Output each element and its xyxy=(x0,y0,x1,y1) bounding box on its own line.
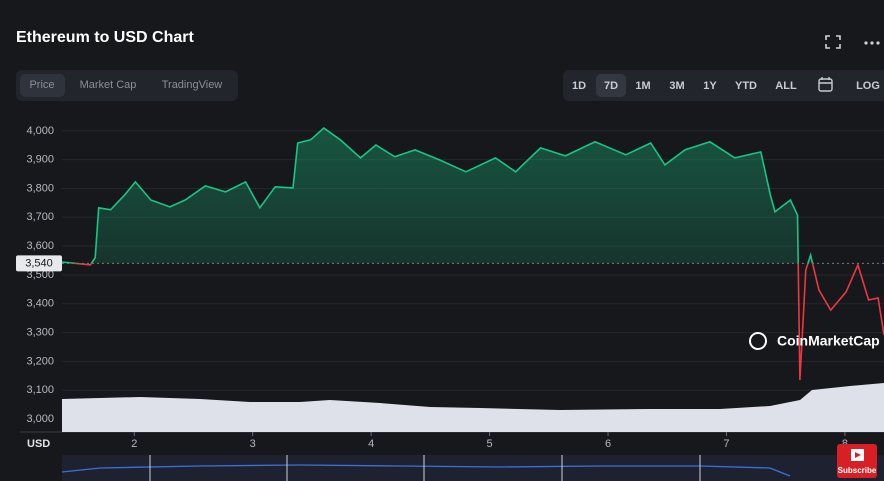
x-tick-label: 5 xyxy=(487,438,493,450)
subscribe-text[interactable]: Subscribe xyxy=(838,466,877,475)
y-tick-label: 3,100 xyxy=(26,384,54,396)
watermark-text: CoinMarketCap xyxy=(777,333,880,349)
x-tick-label: 2 xyxy=(131,438,137,450)
y-tick-label: 3,400 xyxy=(26,298,54,310)
range[interactable]: ALL xyxy=(775,80,797,92)
tab-group xyxy=(16,70,238,101)
tab[interactable]: Market Cap xyxy=(80,79,137,91)
y-tick-label: 3,900 xyxy=(26,154,54,166)
range[interactable]: 1M xyxy=(635,80,650,92)
y-tick-label: 3,700 xyxy=(26,211,54,223)
range[interactable]: 3M xyxy=(669,80,684,92)
navigator xyxy=(62,455,884,481)
range-group xyxy=(563,70,884,101)
area-fill xyxy=(62,128,813,264)
x-tick-label: 6 xyxy=(605,438,611,450)
baseline-label: 3,540 xyxy=(25,257,53,269)
y-tick-label: 3,800 xyxy=(26,182,54,194)
range[interactable]: 1D xyxy=(572,80,586,92)
tab-active xyxy=(20,74,65,97)
more-icon[interactable] xyxy=(864,41,880,45)
tab[interactable]: Price xyxy=(29,79,54,91)
range-active xyxy=(596,74,626,97)
range[interactable]: LOG xyxy=(856,80,880,92)
x-tick-label: 3 xyxy=(250,438,256,450)
calendar-icon[interactable] xyxy=(818,77,833,92)
watermark: CoinMarketCap xyxy=(749,332,880,350)
price-line-down xyxy=(67,263,884,381)
fullscreen-icon[interactable] xyxy=(825,35,841,49)
navigator-handles xyxy=(149,455,701,481)
y-tick-label: 3,500 xyxy=(26,269,54,281)
y-tick-label: 4,000 xyxy=(26,125,54,137)
volume-area xyxy=(62,383,884,432)
range[interactable]: YTD xyxy=(735,80,757,92)
subscribe-badge[interactable]: Subscribe xyxy=(837,444,877,478)
title: Ethereum to USD Chart xyxy=(16,29,194,46)
tab[interactable]: TradingView xyxy=(162,79,223,91)
range[interactable]: 1Y xyxy=(703,80,717,92)
y-tick-label: 3,300 xyxy=(26,326,54,338)
y-tick-label: 3,200 xyxy=(26,355,54,367)
y-tick-label: 3,000 xyxy=(26,413,54,425)
y-axis-label: USD xyxy=(27,438,50,450)
baseline-badge xyxy=(16,255,62,272)
price-line-up xyxy=(62,126,859,264)
x-tick-label: 4 xyxy=(368,438,374,450)
x-tick-label: 8 xyxy=(842,438,848,450)
range[interactable]: 7D xyxy=(604,80,618,92)
x-tick-label: 7 xyxy=(723,438,729,450)
y-tick-label: 3,600 xyxy=(26,240,54,252)
